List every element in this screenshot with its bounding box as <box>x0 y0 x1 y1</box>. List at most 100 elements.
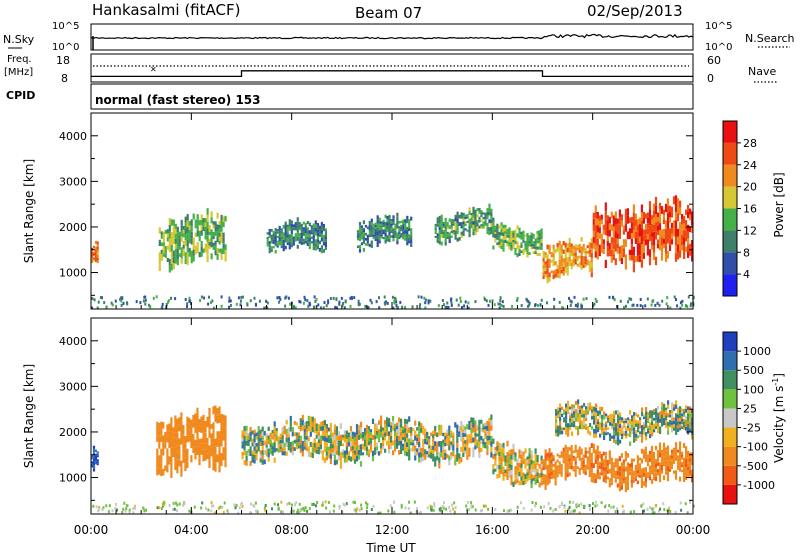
heatmap-cell <box>359 444 363 450</box>
heatmap-cell <box>284 238 287 243</box>
heatmap-cell <box>555 422 558 427</box>
heatmap-cell <box>667 413 670 418</box>
heatmap-cell <box>396 216 399 221</box>
heatmap-cell <box>418 447 421 453</box>
heatmap-cell <box>485 299 488 303</box>
heatmap-cell <box>343 454 346 459</box>
heatmap-cell <box>166 448 169 455</box>
heatmap-cell <box>570 259 573 263</box>
heatmap-cell <box>247 436 250 440</box>
heatmap-cell <box>660 245 664 253</box>
heatmap-cell <box>98 505 101 509</box>
heatmap-cell <box>488 231 491 236</box>
heatmap-cell <box>602 451 605 456</box>
heatmap-cell <box>343 458 346 463</box>
heatmap-cell <box>603 423 606 428</box>
heatmap-cell <box>170 470 173 478</box>
heatmap-cell <box>613 410 616 415</box>
heatmap-cell <box>472 206 475 211</box>
heatmap-cell <box>498 442 501 448</box>
heatmap-cell <box>261 460 264 465</box>
heatmap-cell <box>574 261 577 265</box>
heatmap-cell <box>608 223 611 230</box>
heatmap-cell <box>246 303 249 307</box>
heatmap-cell <box>558 245 561 251</box>
heatmap-cell <box>595 412 598 417</box>
heatmap-cell <box>303 439 306 443</box>
heatmap-cell <box>544 261 547 265</box>
heatmap-cell <box>580 246 583 252</box>
heatmap-cell <box>272 231 275 234</box>
heatmap-cell <box>456 219 459 223</box>
heatmap-cell <box>642 481 645 486</box>
heatmap-cell <box>274 231 277 236</box>
heatmap-cell <box>602 466 605 471</box>
heatmap-cell <box>182 429 185 435</box>
heatmap-cell <box>499 296 502 300</box>
heatmap-cell <box>644 467 647 473</box>
heatmap-cell <box>546 278 549 284</box>
heatmap-cell <box>492 229 495 234</box>
heatmap-cell <box>640 504 643 508</box>
heatmap-cell <box>685 236 688 242</box>
heatmap-cell <box>259 429 262 434</box>
heatmap-cell <box>498 469 501 474</box>
heatmap-cell <box>400 423 403 428</box>
heatmap-cell <box>685 446 688 451</box>
heatmap-cell <box>538 236 541 240</box>
heatmap-cell <box>278 225 281 230</box>
heatmap-cell <box>286 242 289 246</box>
heatmap-cell <box>662 502 665 506</box>
heatmap-cell <box>643 414 646 417</box>
heatmap-cell <box>598 215 601 222</box>
heatmap-cell <box>378 236 381 241</box>
heatmap-cell <box>570 249 573 254</box>
heatmap-cell <box>309 416 312 422</box>
heatmap-cell <box>327 427 330 432</box>
heatmap-cell <box>673 420 676 425</box>
heatmap-cell <box>540 232 543 236</box>
heatmap-cell <box>278 237 281 242</box>
heatmap-cell <box>186 436 189 443</box>
heatmap-cell <box>255 509 258 513</box>
heatmap-cell <box>560 259 563 263</box>
heatmap-cell <box>286 224 289 228</box>
heatmap-cell <box>605 429 608 433</box>
heatmap-cell <box>290 220 293 224</box>
heatmap-cell <box>434 227 437 230</box>
heatmap-cell <box>166 430 169 437</box>
heatmap-cell <box>619 299 622 303</box>
heatmap-cell <box>265 441 268 445</box>
heatmap-cell <box>651 425 654 429</box>
heatmap-cell <box>611 435 614 439</box>
heatmap-cell <box>657 412 660 417</box>
heatmap-cell <box>679 446 682 452</box>
heatmap-cell <box>687 473 690 477</box>
heatmap-cell <box>663 421 666 426</box>
heatmap-cell <box>398 422 401 427</box>
heatmap-cell <box>370 244 373 248</box>
heatmap-cell <box>222 248 225 254</box>
heatmap-cell <box>687 409 690 414</box>
heatmap-cell <box>578 246 581 250</box>
heatmap-cell <box>689 458 692 462</box>
heatmap-cell <box>414 450 417 456</box>
heatmap-cell <box>178 242 181 247</box>
colorbar-segment <box>723 186 737 209</box>
heatmap-cell <box>249 451 252 457</box>
heatmap-cell <box>668 455 672 458</box>
heatmap-cell <box>685 209 688 215</box>
heatmap-cell <box>520 459 523 464</box>
heatmap-cell <box>512 244 515 247</box>
heatmap-cell <box>445 507 448 511</box>
heatmap-cell <box>596 469 599 475</box>
heatmap-cell <box>591 426 594 430</box>
heatmap-cell <box>402 443 405 448</box>
heatmap-cell <box>364 232 367 236</box>
heatmap-cell <box>343 306 346 310</box>
heatmap-cell <box>679 427 682 431</box>
heatmap-cell <box>679 461 682 467</box>
heatmap-cell <box>263 306 266 310</box>
heatmap-cell <box>323 430 326 437</box>
heatmap-cell <box>482 212 485 215</box>
